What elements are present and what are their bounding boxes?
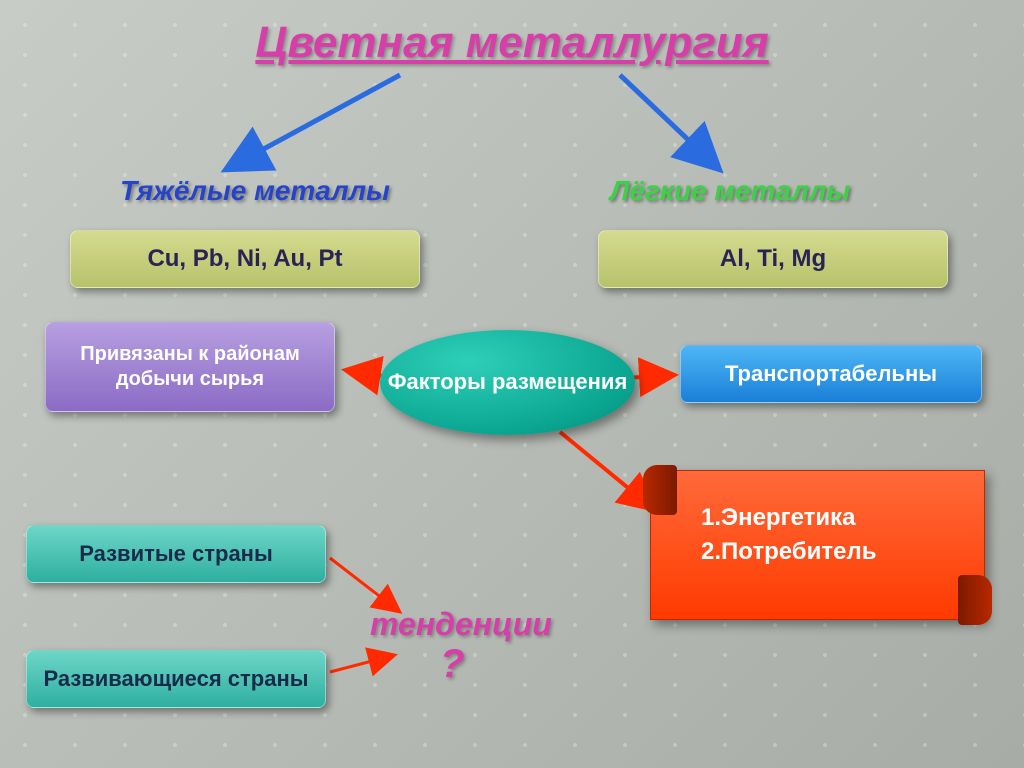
heading-light-metals: Лёгкие металлы [610,175,850,207]
box-developed-countries: Развитые страны [26,525,326,583]
box-tied-to-raw: Привязаны к районам добычи сырья [45,322,335,412]
box-transportable: Транспортабельны [680,345,982,403]
box-developing-countries: Развивающиеся страны [26,650,326,708]
slide-title: Цветная металлургия [255,18,768,68]
scroll-curl-icon [958,575,992,625]
scroll-line-2: 2.Потребитель [701,535,964,569]
box-heavy-elements: Cu, Pb, Ni, Au, Pt [70,230,420,288]
heading-heavy-metals: Тяжёлые металлы [120,175,390,207]
scroll-energy-consumer: 1.Энергетика 2.Потребитель [650,470,985,620]
label-trends-question: ? [440,642,464,687]
label-trends: тенденции [370,608,552,640]
scroll-curl-icon [643,465,677,515]
box-light-elements: Al, Ti, Mg [598,230,948,288]
ellipse-factors: Факторы размещения [380,330,635,435]
scroll-line-1: 1.Энергетика [701,501,964,535]
